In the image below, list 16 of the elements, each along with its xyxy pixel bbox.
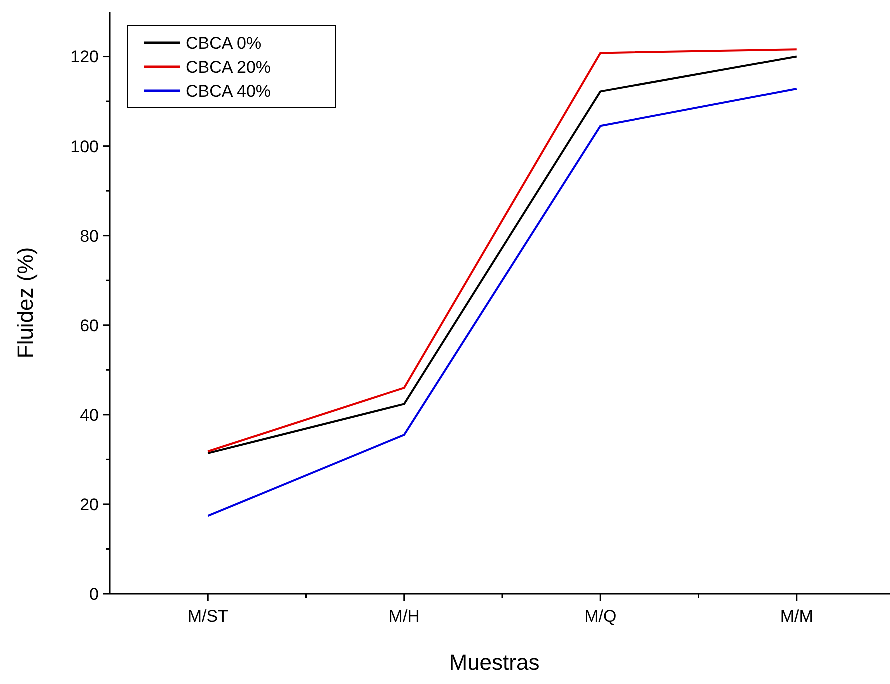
y-tick-label: 60 [80,316,99,336]
y-tick-label: 40 [80,406,99,425]
y-tick-label: 100 [70,137,99,156]
y-axis-title: Fluidez (%) [13,247,38,359]
y-tick-label: 80 [80,226,99,246]
legend-label: CBCA 20% [186,58,272,77]
x-tick-label: M/ST [188,607,228,626]
legend-label: CBCA 40% [186,82,272,101]
x-tick-label: M/M [780,607,814,626]
x-tick-label: M/H [388,607,420,626]
y-tick-label: 20 [80,495,99,514]
y-tick-label: 0 [90,584,99,604]
legend-label: CBCA 0% [186,34,262,53]
x-axis-title: Muestras [449,650,540,675]
y-tick-label: 120 [70,48,99,67]
x-tick-label: M/Q [584,607,617,626]
